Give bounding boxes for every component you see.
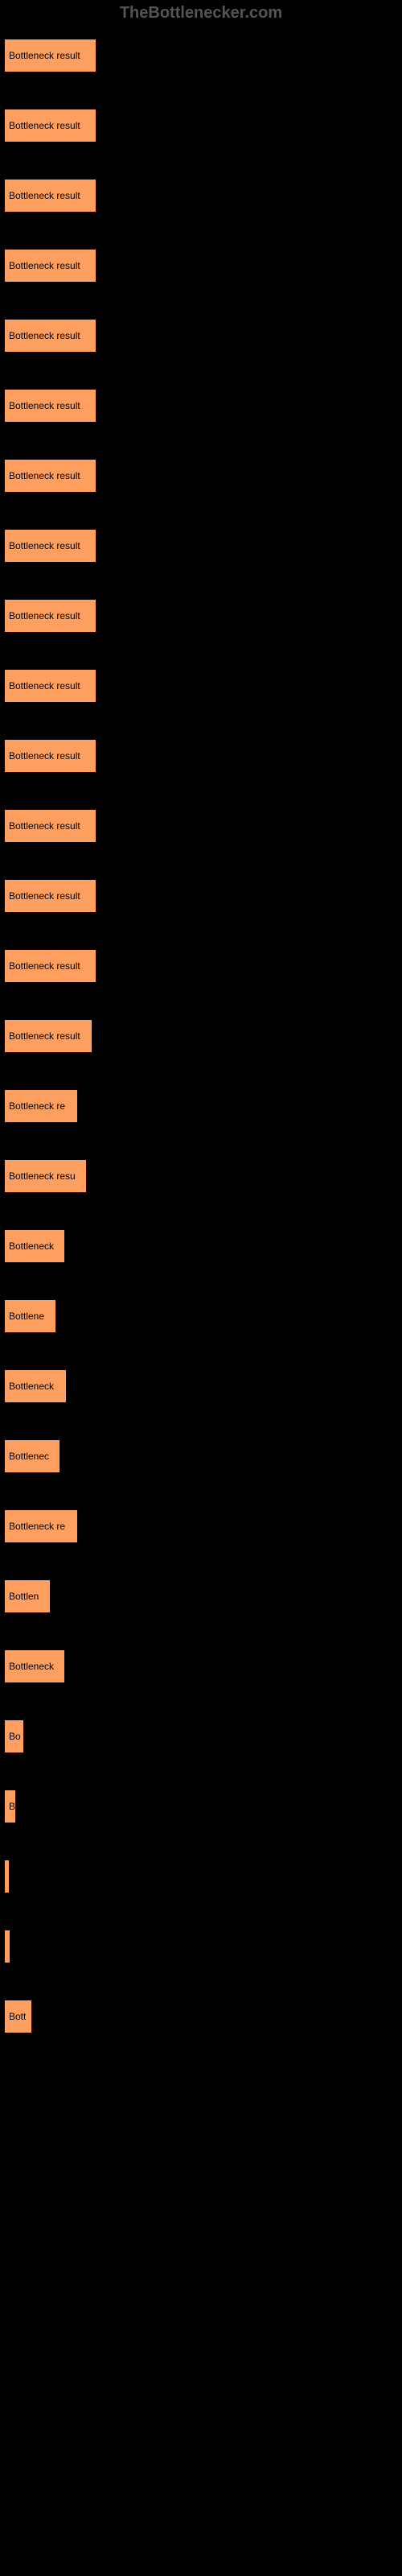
chart-bar: Bott [4, 2000, 32, 2033]
bar-wrapper: Bottleneck [4, 1649, 402, 1683]
chart-bar: Bo [4, 1719, 24, 1753]
bar-wrapper: Bottleneck result [4, 1019, 402, 1053]
bar-wrapper: Bottleneck result [4, 809, 402, 843]
bar-label: Bottleneck re [9, 1100, 65, 1112]
bar-wrapper: Bottlene [4, 1299, 402, 1333]
bar-wrapper [4, 1860, 402, 1893]
bar-label: B [9, 1801, 15, 1812]
bar-wrapper: Bottleneck re [4, 1089, 402, 1123]
bar-wrapper: Bottleneck [4, 1369, 402, 1403]
bar-label: Bottleneck result [9, 680, 80, 691]
bar-label: Bottlene [9, 1311, 44, 1322]
bar-label: Bo [9, 1731, 21, 1742]
chart-bar: Bottleneck result [4, 389, 96, 423]
chart-bar: Bottleneck result [4, 1019, 92, 1053]
bar-wrapper: Bottlenec [4, 1439, 402, 1473]
bar-label: Bottleneck result [9, 750, 80, 762]
bar-wrapper: Bottleneck result [4, 249, 402, 283]
bar-wrapper: Bottlen [4, 1579, 402, 1613]
chart-bar: Bottlene [4, 1299, 56, 1333]
bar-wrapper: Bott [4, 2000, 402, 2033]
bar-label: Bottleneck result [9, 120, 80, 131]
bar-label: Bottlenec [9, 1451, 49, 1462]
chart-bar: Bottleneck [4, 1229, 65, 1263]
bar-label: Bottleneck re [9, 1521, 65, 1532]
chart-bar: Bottleneck result [4, 179, 96, 213]
bar-label: Bott [9, 2011, 26, 2022]
bar-label: Bottleneck result [9, 400, 80, 411]
bar-label: Bottleneck result [9, 50, 80, 61]
bar-label: Bottleneck result [9, 330, 80, 341]
chart-bar: Bottleneck result [4, 669, 96, 703]
site-header: TheBottlenecker.com [0, 0, 402, 27]
bar-wrapper: Bottleneck result [4, 739, 402, 773]
bar-label: Bottleneck result [9, 820, 80, 832]
bar-wrapper [4, 1930, 402, 1963]
chart-bar: Bottleneck [4, 1369, 67, 1403]
bar-label: Bottleneck [9, 1241, 54, 1252]
chart-bar: Bottleneck result [4, 459, 96, 493]
bar-wrapper: Bottleneck result [4, 879, 402, 913]
chart-bar: Bottleneck resu [4, 1159, 87, 1193]
chart-bar: Bottleneck re [4, 1509, 78, 1543]
bar-label: Bottleneck result [9, 610, 80, 621]
bar-wrapper: Bottleneck resu [4, 1159, 402, 1193]
bar-wrapper: Bottleneck result [4, 529, 402, 563]
bar-wrapper: Bottleneck result [4, 669, 402, 703]
bar-label: Bottleneck result [9, 890, 80, 902]
chart-bar: Bottleneck result [4, 529, 96, 563]
chart-bar: Bottleneck result [4, 599, 96, 633]
bar-wrapper: Bo [4, 1719, 402, 1753]
chart-bar: Bottleneck result [4, 739, 96, 773]
bar-label: Bottleneck result [9, 540, 80, 551]
chart-bar: Bottlen [4, 1579, 51, 1613]
bar-label: Bottleneck result [9, 470, 80, 481]
chart-bar: Bottleneck result [4, 109, 96, 142]
bar-wrapper: B [4, 1790, 402, 1823]
bar-wrapper: Bottleneck result [4, 179, 402, 213]
bar-label: Bottleneck [9, 1661, 54, 1672]
chart-bar: Bottleneck result [4, 879, 96, 913]
chart-bar: Bottleneck result [4, 809, 96, 843]
chart-bar: Bottleneck [4, 1649, 65, 1683]
chart-bar [4, 1860, 10, 1893]
bar-label: Bottleneck result [9, 260, 80, 271]
bar-wrapper: Bottleneck result [4, 599, 402, 633]
bar-label: Bottleneck resu [9, 1170, 76, 1182]
chart-bar: B [4, 1790, 16, 1823]
bar-label: Bottleneck result [9, 960, 80, 972]
chart-bar: Bottlenec [4, 1439, 60, 1473]
chart-bar: Bottleneck result [4, 39, 96, 72]
chart-bar: Bottleneck result [4, 949, 96, 983]
bar-wrapper: Bottleneck result [4, 389, 402, 423]
bar-wrapper: Bottleneck re [4, 1509, 402, 1543]
bar-label: Bottleneck [9, 1381, 54, 1392]
chart-bar: Bottleneck re [4, 1089, 78, 1123]
bar-wrapper: Bottleneck result [4, 459, 402, 493]
bar-wrapper: Bottleneck [4, 1229, 402, 1263]
chart-bar [4, 1930, 10, 1963]
bar-label: Bottleneck result [9, 1030, 80, 1042]
bar-label: Bottlen [9, 1591, 39, 1602]
chart-bar: Bottleneck result [4, 319, 96, 353]
bar-chart: Bottleneck result Bottleneck result Bottle… [0, 27, 402, 2033]
bar-wrapper: Bottleneck result [4, 949, 402, 983]
brand-text: TheBottlenecker.com [120, 4, 282, 22]
bar-wrapper: Bottleneck result [4, 109, 402, 142]
bar-wrapper: Bottleneck result [4, 319, 402, 353]
bar-label: Bottleneck result [9, 190, 80, 201]
chart-bar: Bottleneck result [4, 249, 96, 283]
bar-wrapper: Bottleneck result [4, 39, 402, 72]
